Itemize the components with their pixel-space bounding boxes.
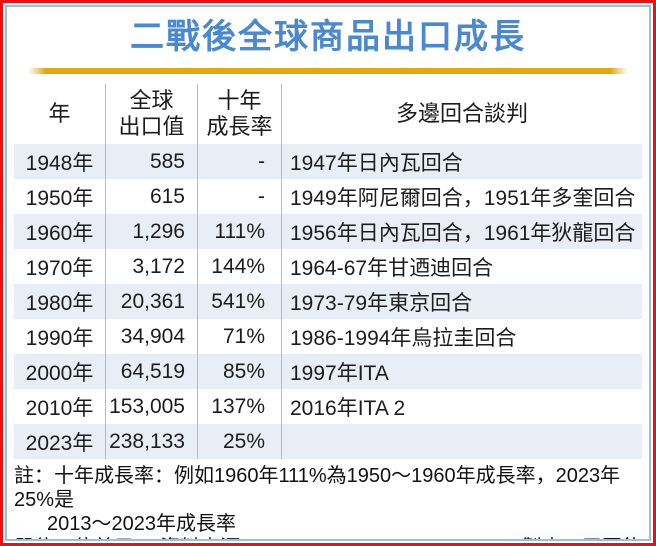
column-header-growth-rate: 十年 成長率	[198, 84, 282, 144]
table-row: 2000年 64,519 85% 1997年ITA	[14, 354, 642, 389]
year-cell: 1990年	[14, 319, 106, 354]
footnotes: 註：十年成長率：例如1960年111%為1950～1960年成長率，2023年2…	[14, 464, 642, 539]
value-cell: 3,172	[106, 249, 198, 284]
round-cell: 1947年日內瓦回合	[290, 151, 463, 175]
rate-cell: 25%	[198, 424, 282, 459]
credit-label: 製表：于國欽	[522, 536, 642, 539]
year-cell: 1970年	[14, 249, 106, 284]
rate-cell: 85%	[198, 354, 282, 389]
year-cell: 1960年	[14, 214, 106, 249]
round-cell: 2016年ITA 2	[290, 396, 406, 420]
table-row: 1960年 1,296 111% 1956年日內瓦回合，1961年狄龍回合	[14, 214, 642, 249]
export-growth-table: 年 全球 出口值 十年 成長率 多邊回合談判 1948年 585 - 1947年…	[14, 84, 642, 459]
note-line-2: 2013～2023年成長率	[47, 513, 236, 535]
year-cell: 1980年	[14, 284, 106, 319]
table-header-row: 年 全球 出口值 十年 成長率 多邊回合談判	[14, 84, 642, 144]
year-cell: 2000年	[14, 354, 106, 389]
year-cell: 1948年	[14, 144, 106, 179]
gold-divider	[28, 68, 628, 74]
table-row: 1980年 20,361 541% 1973-79年東京回合	[14, 284, 642, 319]
unit-label: 單位：億美元	[14, 537, 134, 539]
column-header-rounds: 多邊回合談判	[395, 101, 528, 126]
rate-cell: -	[198, 144, 282, 179]
column-header-year: 年	[14, 84, 106, 144]
value-cell: 20,361	[106, 284, 198, 319]
round-cell: 1986-1994年烏拉圭回合	[290, 326, 517, 350]
round-cell	[282, 424, 642, 459]
rate-cell: 541%	[198, 284, 282, 319]
value-cell: 238,133	[106, 424, 198, 459]
value-cell: 585	[106, 144, 198, 179]
note-meta-row: 單位：億美元 資料來源：WTO 製表：于國欽	[14, 536, 642, 539]
rate-cell: 144%	[198, 249, 282, 284]
round-cell: 1997年ITA	[290, 361, 389, 385]
column-header-export-value: 全球 出口值	[106, 84, 198, 144]
year-cell: 2023年	[14, 424, 106, 459]
year-cell: 2010年	[14, 389, 106, 424]
table-row: 1990年 34,904 71% 1986-1994年烏拉圭回合	[14, 319, 642, 354]
inner-panel: 二戰後全球商品出口成長 年 全球 出口值 十年 成長率 多邊回合談判 1948年…	[5, 5, 651, 541]
table-row: 1950年 615 - 1949年阿尼爾回合，1951年多奎回合	[14, 179, 642, 214]
value-cell: 153,005	[106, 389, 198, 424]
table-row: 1970年 3,172 144% 1964-67年甘迺迪回合	[14, 249, 642, 284]
value-cell: 1,296	[106, 214, 198, 249]
table-row: 1948年 585 - 1947年日內瓦回合	[14, 144, 642, 179]
source-label: 資料來源：WTO	[160, 537, 306, 539]
round-cell: 1949年阿尼爾回合，1951年多奎回合	[290, 186, 636, 210]
rate-cell: -	[198, 179, 282, 214]
value-cell: 615	[106, 179, 198, 214]
unit-and-source: 單位：億美元 資料來源：WTO	[14, 536, 306, 539]
rate-cell: 111%	[198, 214, 282, 249]
value-cell: 64,519	[106, 354, 198, 389]
rate-cell: 137%	[198, 389, 282, 424]
note-line-1: 註：十年成長率：例如1960年111%為1950～1960年成長率，2023年2…	[14, 465, 621, 511]
rate-cell: 71%	[198, 319, 282, 354]
value-cell: 34,904	[106, 319, 198, 354]
table-row: 2023年 238,133 25%	[14, 424, 642, 459]
table-row: 2010年 153,005 137% 2016年ITA 2	[14, 389, 642, 424]
year-cell: 1950年	[14, 179, 106, 214]
page-title: 二戰後全球商品出口成長	[130, 18, 526, 56]
round-cell: 1956年日內瓦回合，1961年狄龍回合	[290, 221, 636, 245]
round-cell: 1973-79年東京回合	[290, 291, 473, 315]
round-cell: 1964-67年甘迺迪回合	[290, 256, 494, 280]
